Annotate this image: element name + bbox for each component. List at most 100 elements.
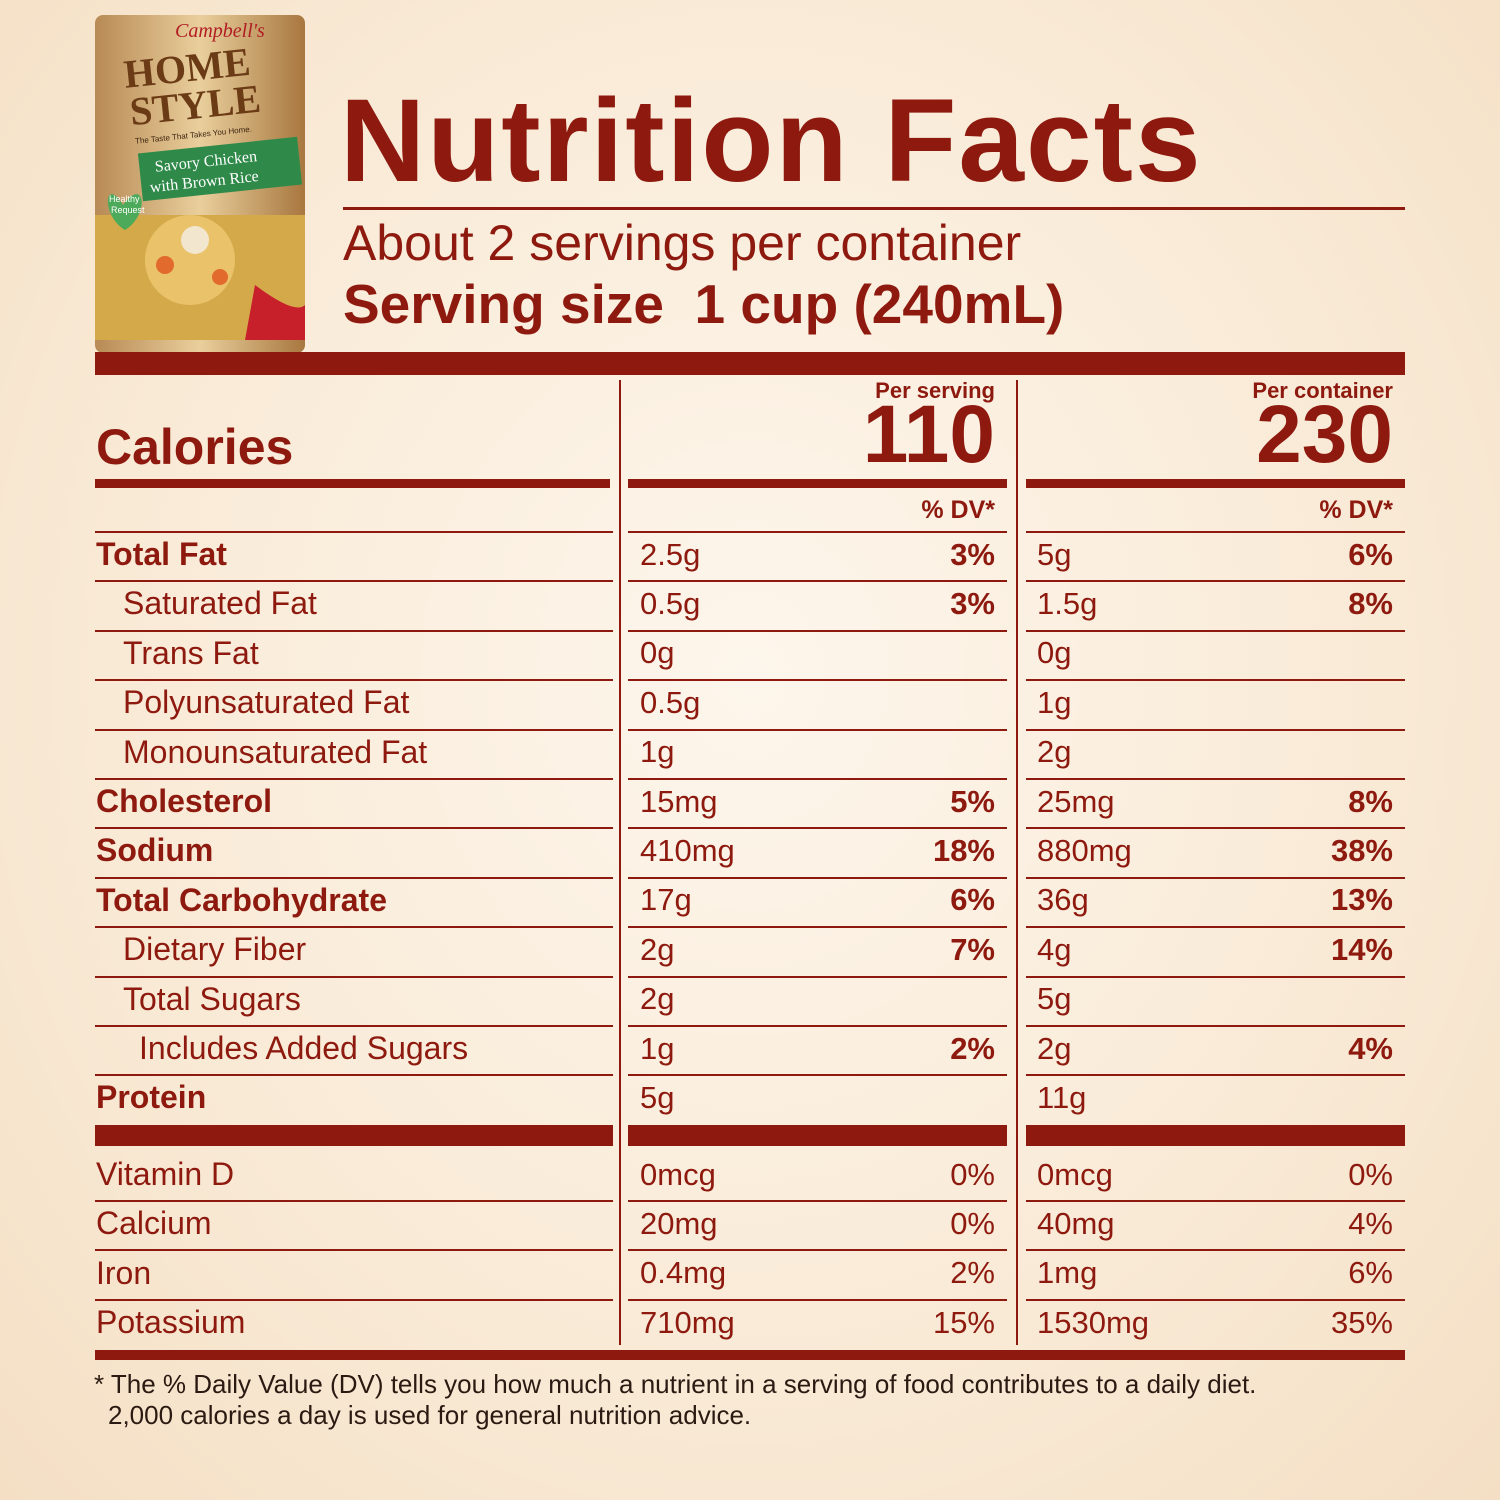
daily-value: 5%: [950, 783, 995, 819]
nutrient-name: Polyunsaturated Fat: [123, 684, 410, 721]
amount: 880mg: [1037, 833, 1132, 869]
amount: 36g: [1037, 882, 1089, 918]
row-rule: [628, 580, 1007, 582]
row-rule: [628, 778, 1007, 780]
row-rule: [95, 580, 613, 582]
dv-heading: % DV*: [921, 496, 995, 524]
dv-heading: % DV*: [1319, 496, 1393, 524]
amount: 2g: [1037, 734, 1072, 770]
daily-value: 4%: [1348, 1030, 1393, 1066]
row-rule: [1026, 778, 1405, 780]
row-rule: [628, 1200, 1007, 1202]
amount: 1530mg: [1037, 1304, 1150, 1340]
nutrient-name: Cholesterol: [96, 783, 273, 820]
daily-value: 7%: [950, 931, 995, 967]
row-rule: [628, 1249, 1007, 1251]
daily-value: 14%: [1330, 931, 1393, 967]
row-rule: [628, 1025, 1007, 1027]
daily-value: 2%: [950, 1030, 995, 1066]
nutrient-name: Total Sugars: [123, 980, 301, 1017]
daily-value: 3%: [950, 586, 995, 622]
title: Nutrition Facts: [340, 74, 1203, 207]
amount: 5g: [1037, 536, 1072, 572]
nutrient-name: Total Carbohydrate: [96, 881, 387, 918]
row-rule: [1026, 877, 1405, 879]
row-rule: [1026, 1074, 1405, 1076]
row-rule: [628, 630, 1007, 632]
brand: Campbell's: [175, 20, 265, 42]
section-bar: [95, 1125, 613, 1146]
row-rule: [628, 827, 1007, 829]
amount: 1g: [640, 1030, 675, 1066]
product-can: Campbell's HOME STYLE The Taste That Tak…: [95, 15, 305, 353]
nutrient-name: Protein: [96, 1079, 207, 1116]
row-rule: [1026, 729, 1405, 731]
row-rule: [1026, 679, 1405, 681]
daily-value: 2%: [950, 1255, 995, 1291]
amount: 0.5g: [640, 684, 701, 720]
calories-rule: [95, 479, 610, 488]
daily-value: 8%: [1348, 783, 1393, 819]
top-bar: [95, 352, 1405, 375]
row-rule: [628, 679, 1007, 681]
calories-value: 230: [1256, 389, 1393, 481]
section-bar: [1026, 1125, 1405, 1146]
row-rule: [628, 531, 1007, 533]
row-rule: [1026, 1025, 1405, 1027]
section-bar: [628, 1125, 1007, 1146]
amount: 0mcg: [1037, 1156, 1113, 1192]
row-rule: [95, 877, 613, 879]
footnote: * The % Daily Value (DV) tells you how m…: [94, 1369, 1257, 1400]
amount: 40mg: [1037, 1205, 1115, 1241]
amount: 11g: [1037, 1080, 1087, 1116]
daily-value: 38%: [1330, 833, 1393, 869]
row-rule: [95, 827, 613, 829]
amount: 1g: [640, 734, 675, 770]
amount: 1.5g: [1037, 586, 1098, 622]
bottom-bar: [95, 1350, 1405, 1360]
amount: 0mcg: [640, 1156, 716, 1192]
row-rule: [95, 1074, 613, 1076]
row-rule: [95, 729, 613, 731]
soup-spoon: [145, 215, 235, 305]
daily-value: 4%: [1348, 1205, 1393, 1241]
amount: 2g: [1037, 1030, 1072, 1066]
carrot: [156, 256, 174, 274]
row-rule: [628, 926, 1007, 928]
daily-value: 35%: [1330, 1304, 1393, 1340]
chicken: [181, 226, 209, 254]
amount: 17g: [640, 882, 692, 918]
amount: 4g: [1037, 931, 1072, 967]
vitamin-name: Vitamin D: [96, 1156, 235, 1193]
column-divider: [619, 380, 621, 1345]
nutrient-name: Trans Fat: [123, 634, 259, 671]
amount: 2g: [640, 931, 675, 967]
column-heading: Per container: [1252, 377, 1393, 403]
serving-size: Serving size 1 cup (240mL): [343, 273, 1065, 336]
daily-value: 6%: [950, 882, 995, 918]
calories-value: 110: [862, 389, 995, 481]
nutrient-name: Sodium: [96, 832, 214, 869]
row-rule: [95, 679, 613, 681]
title-rule: [343, 207, 1405, 210]
carrot: [212, 269, 228, 285]
badge-heart: [107, 194, 142, 230]
daily-value: 18%: [932, 833, 995, 869]
calories-rule: [628, 479, 1007, 488]
vitamin-name: Potassium: [96, 1303, 246, 1340]
row-rule: [628, 976, 1007, 978]
amount: 410mg: [640, 833, 735, 869]
badge-2: Request: [111, 205, 145, 215]
vitamin-name: Calcium: [96, 1205, 212, 1242]
row-rule: [95, 1025, 613, 1027]
nutrient-name: Saturated Fat: [123, 585, 317, 622]
row-rule: [1026, 827, 1405, 829]
row-rule: [1026, 580, 1405, 582]
row-rule: [628, 729, 1007, 731]
daily-value: 8%: [1348, 586, 1393, 622]
row-rule: [628, 1299, 1007, 1301]
row-rule: [95, 1299, 613, 1301]
nutrient-name: Includes Added Sugars: [139, 1030, 469, 1067]
row-rule: [1026, 630, 1405, 632]
